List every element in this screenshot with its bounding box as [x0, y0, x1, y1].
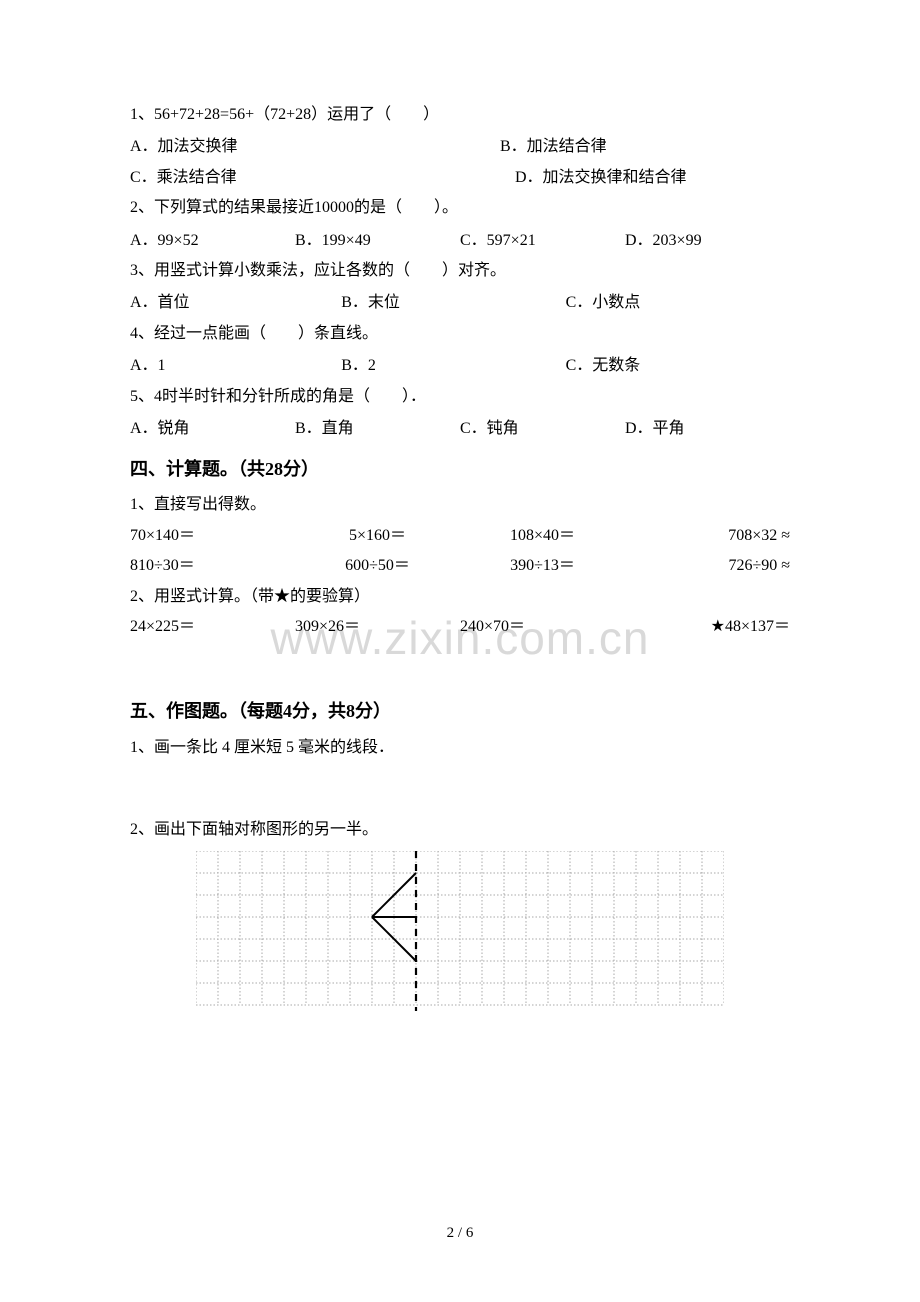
calc-r2c4: 726÷90 ≈	[625, 551, 790, 581]
q1-row2: C．乘法结合律 D．加法交换律和结合律	[130, 163, 790, 193]
section5-p1: 1、画一条比 4 厘米短 5 毫米的线段．	[130, 733, 790, 763]
q4-text: 4、经过一点能画（ ）条直线。	[130, 319, 790, 349]
vert-3: 240×70＝	[460, 612, 625, 642]
calc-row1: 70×140＝ 5×160＝ 108×40＝ 708×32 ≈	[130, 521, 790, 551]
calc-r2c2: 600÷50＝	[295, 551, 460, 581]
q4-b: B．2	[341, 351, 565, 381]
calc-row2: 810÷30＝ 600÷50＝ 390÷13＝ 726÷90 ≈	[130, 551, 790, 581]
calc-r1c4: 708×32 ≈	[625, 521, 790, 551]
q3-text: 3、用竖式计算小数乘法，应让各数的（ ）对齐。	[130, 256, 790, 286]
q2-d: D．203×99	[625, 226, 790, 256]
q2-opts: A．99×52 B．199×49 C．597×21 D．203×99	[130, 226, 790, 256]
q2-text: 2、下列算式的结果最接近10000的是（ ）。	[130, 193, 790, 223]
section4-title: 四、计算题。（共28分）	[130, 452, 790, 486]
calc-r1c2: 5×160＝	[295, 521, 460, 551]
q5-opts: A．锐角 B．直角 C．钝角 D．平角	[130, 414, 790, 444]
q5-b: B．直角	[295, 414, 460, 444]
q3-b: B．末位	[341, 288, 565, 318]
q1-c: C．乘法结合律	[130, 163, 405, 193]
q4-c: C．无数条	[566, 351, 790, 381]
q1-d: D．加法交换律和结合律	[515, 163, 790, 193]
calc-r1c1: 70×140＝	[130, 521, 295, 551]
q2-c: C．597×21	[460, 226, 625, 256]
page-content: 1、56+72+28=56+（72+28）运用了（ ） A．加法交换律 B．加法…	[130, 100, 790, 1011]
vert-1: 24×225＝	[130, 612, 295, 642]
q1-row1: A．加法交换律 B．加法结合律	[130, 132, 790, 162]
vert-4: ★48×137＝	[625, 612, 790, 642]
section4-p2: 2、用竖式计算。（带★的要验算）	[130, 582, 790, 612]
q4-opts: A．1 B．2 C．无数条	[130, 351, 790, 381]
q1-text: 1、56+72+28=56+（72+28）运用了（ ）	[130, 100, 790, 130]
q5-c: C．钝角	[460, 414, 625, 444]
symmetry-grid	[130, 851, 790, 1011]
vert-row: 24×225＝ 309×26＝ 240×70＝ ★48×137＝	[130, 612, 790, 642]
section5-p2: 2、画出下面轴对称图形的另一半。	[130, 815, 790, 845]
q4-a: A．1	[130, 351, 341, 381]
calc-r1c3: 108×40＝	[460, 521, 625, 551]
q3-a: A．首位	[130, 288, 341, 318]
q1-b: B．加法结合律	[500, 132, 790, 162]
grid-svg	[196, 851, 724, 1011]
calc-r2c1: 810÷30＝	[130, 551, 295, 581]
q1-a: A．加法交换律	[130, 132, 420, 162]
q5-a: A．锐角	[130, 414, 295, 444]
section4-p1: 1、直接写出得数。	[130, 490, 790, 520]
q3-c: C．小数点	[566, 288, 790, 318]
vert-2: 309×26＝	[295, 612, 460, 642]
page-footer: 2 / 6	[0, 1219, 920, 1248]
q5-text: 5、4时半时针和分针所成的角是（ ）．	[130, 382, 790, 412]
calc-r2c3: 390÷13＝	[460, 551, 625, 581]
q2-b: B．199×49	[295, 226, 460, 256]
q2-a: A．99×52	[130, 226, 295, 256]
q3-opts: A．首位 B．末位 C．小数点	[130, 288, 790, 318]
q5-d: D．平角	[625, 414, 790, 444]
section5-title: 五、作图题。（每题4分，共8分）	[130, 694, 790, 728]
